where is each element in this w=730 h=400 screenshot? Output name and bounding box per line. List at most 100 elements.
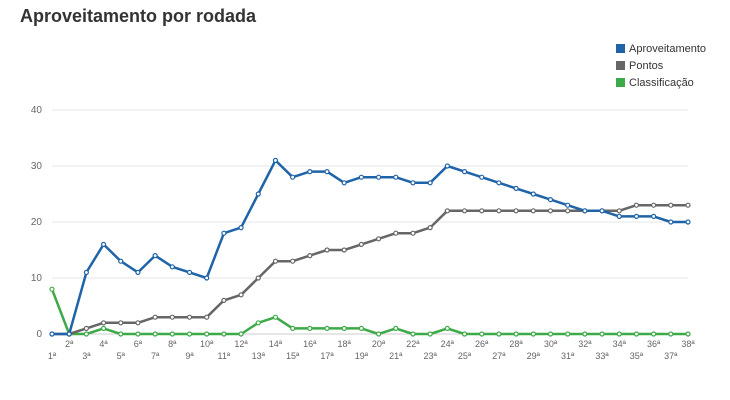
data-point-pontos — [427, 225, 433, 231]
data-point-pontos — [169, 314, 175, 320]
data-point-aproveitamento — [479, 174, 485, 180]
data-point-pontos — [616, 208, 622, 214]
x-tick-label: 14ª — [269, 339, 283, 349]
legend-swatch-aproveitamento — [616, 44, 625, 53]
data-point-aproveitamento — [668, 219, 674, 225]
data-point-aproveitamento — [444, 163, 450, 169]
data-point-aproveitamento — [513, 185, 519, 191]
data-point-pontos — [410, 230, 416, 236]
data-point-classificacao — [324, 325, 330, 331]
series-classificacao — [49, 286, 691, 337]
data-point-aproveitamento — [341, 180, 347, 186]
x-tick-label: 19ª — [355, 351, 369, 361]
x-tick-label: 38ª — [681, 339, 695, 349]
data-point-classificacao — [599, 331, 605, 337]
data-point-pontos — [444, 208, 450, 214]
data-point-classificacao — [186, 331, 193, 337]
data-point-pontos — [547, 208, 554, 214]
data-point-pontos — [685, 202, 691, 208]
data-point-aproveitamento — [49, 331, 55, 337]
legend-item-aproveitamento[interactable]: Aproveitamento — [616, 40, 706, 57]
data-point-classificacao — [633, 331, 640, 337]
x-tick-label: 18ª — [338, 339, 352, 349]
legend-item-pontos[interactable]: Pontos — [616, 57, 706, 74]
data-point-classificacao — [461, 331, 468, 337]
data-point-aproveitamento — [410, 180, 416, 186]
x-tick-label: 15ª — [286, 351, 300, 361]
data-point-classificacao — [204, 331, 210, 337]
data-point-classificacao — [100, 325, 107, 331]
data-point-aproveitamento — [238, 225, 244, 231]
data-point-classificacao — [375, 331, 382, 337]
data-point-classificacao — [169, 331, 175, 337]
data-point-aproveitamento — [290, 174, 296, 180]
data-point-pontos — [118, 320, 124, 326]
x-tick-label: 22ª — [406, 339, 420, 349]
series-pontos — [49, 202, 691, 337]
data-point-aproveitamento — [685, 219, 691, 225]
data-point-pontos — [204, 314, 210, 320]
x-tick-label: 37ª — [664, 351, 678, 361]
data-point-classificacao — [290, 325, 296, 331]
data-point-aproveitamento — [307, 169, 313, 175]
data-point-aproveitamento — [530, 191, 536, 197]
data-point-aproveitamento — [186, 269, 193, 275]
data-point-pontos — [461, 208, 468, 214]
x-tick-label: 23ª — [423, 351, 437, 361]
x-tick-label: 28ª — [509, 339, 523, 349]
data-point-aproveitamento — [427, 180, 433, 186]
data-point-pontos — [341, 247, 347, 253]
data-point-classificacao — [152, 331, 158, 337]
legend-item-classificacao[interactable]: Classificação — [616, 74, 706, 91]
series-line-pontos — [52, 203, 688, 336]
data-point-aproveitamento — [221, 230, 227, 236]
x-tick-label: 30ª — [544, 339, 558, 349]
data-point-pontos — [496, 208, 502, 214]
x-tick-label: 2ª — [65, 339, 74, 349]
x-tick-label: 35ª — [630, 351, 644, 361]
data-point-aproveitamento — [272, 157, 279, 163]
data-point-classificacao — [479, 331, 485, 337]
data-point-aproveitamento — [547, 197, 554, 203]
data-point-classificacao — [427, 331, 433, 337]
data-point-classificacao — [358, 325, 365, 331]
data-point-pontos — [221, 297, 227, 303]
data-point-classificacao — [83, 331, 89, 337]
y-tick-label: 40 — [31, 105, 43, 116]
data-point-classificacao — [547, 331, 554, 337]
x-tick-label: 24ª — [441, 339, 455, 349]
data-point-pontos — [100, 320, 107, 326]
data-point-aproveitamento — [599, 208, 605, 214]
x-tick-label: 17ª — [320, 351, 334, 361]
data-point-pontos — [633, 202, 640, 208]
data-point-classificacao — [496, 331, 502, 337]
data-point-pontos — [152, 314, 158, 320]
y-tick-label: 20 — [31, 217, 43, 228]
y-tick-label: 30 — [31, 161, 43, 172]
data-point-classificacao — [238, 331, 244, 337]
data-point-pontos — [324, 247, 330, 253]
data-point-aproveitamento — [100, 241, 107, 247]
data-point-aproveitamento — [358, 174, 365, 180]
x-tick-label: 5ª — [117, 351, 126, 361]
x-tick-label: 13ª — [252, 351, 266, 361]
data-point-pontos — [83, 325, 89, 331]
x-tick-label: 20ª — [372, 339, 386, 349]
data-point-aproveitamento — [83, 269, 89, 275]
series-line-classificacao — [50, 288, 688, 336]
x-tick-label: 29ª — [527, 351, 541, 361]
data-point-classificacao — [118, 331, 124, 337]
x-tick-label: 32ª — [578, 339, 592, 349]
data-point-classificacao — [410, 331, 416, 337]
x-tick-label: 12ª — [234, 339, 248, 349]
x-tick-label: 36ª — [647, 339, 661, 349]
data-point-aproveitamento — [118, 258, 124, 264]
x-tick-label: 34ª — [613, 339, 627, 349]
data-point-classificacao — [565, 331, 571, 337]
data-point-classificacao — [307, 325, 313, 331]
data-point-pontos — [358, 241, 365, 247]
data-point-aproveitamento — [66, 331, 72, 337]
x-tick-label: 9ª — [185, 351, 194, 361]
x-tick-label: 27ª — [492, 351, 506, 361]
data-point-classificacao — [135, 331, 141, 337]
